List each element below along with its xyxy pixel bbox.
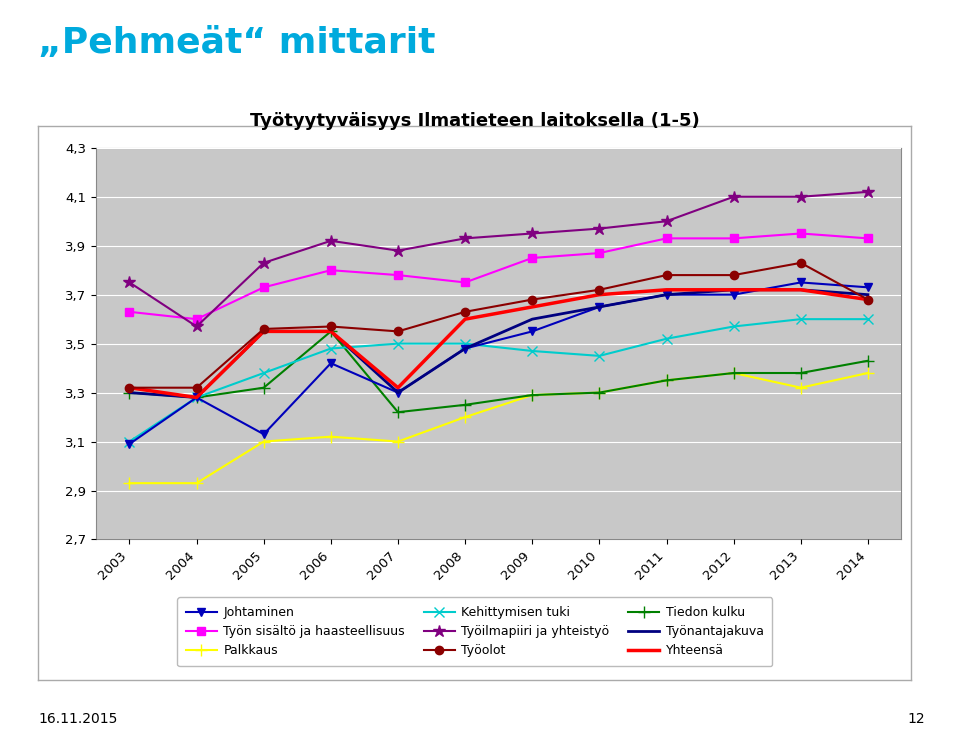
Legend: Johtaminen, Työn sisältö ja haasteellisuus, Palkkaus, Kehittymisen tuki, Työilma: Johtaminen, Työn sisältö ja haasteellisu… bbox=[177, 597, 772, 667]
Text: 12: 12 bbox=[908, 712, 925, 726]
Title: Työtyytyväisyys Ilmatieteen laitoksella (1-5): Työtyytyväisyys Ilmatieteen laitoksella … bbox=[250, 112, 699, 129]
Text: 16.11.2015: 16.11.2015 bbox=[38, 712, 118, 726]
Text: „Pehmeät“ mittarit: „Pehmeät“ mittarit bbox=[38, 26, 435, 60]
